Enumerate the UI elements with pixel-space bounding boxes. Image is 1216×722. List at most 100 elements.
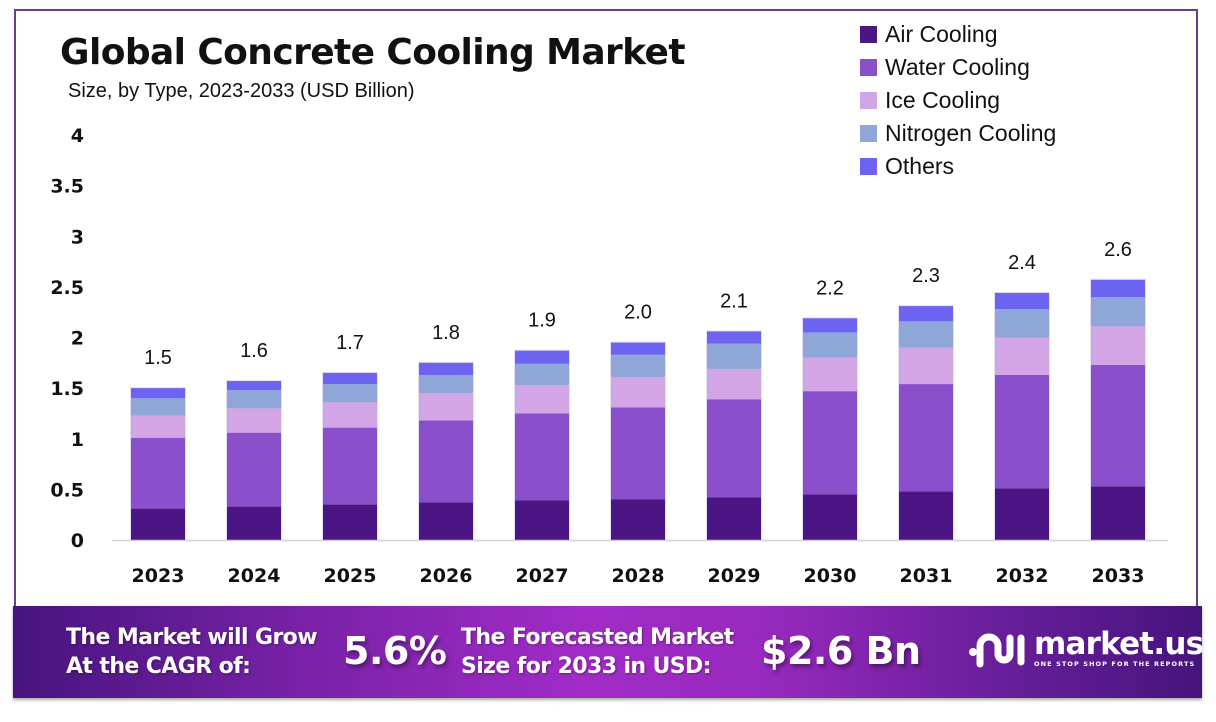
total-data-label: 1.9 (528, 310, 556, 332)
bar-segment-nitrogen-cooling (995, 309, 1049, 338)
bar-segment-air-cooling (131, 508, 185, 540)
legend-label: Water Cooling (885, 54, 1030, 80)
bar-segment-air-cooling (1091, 486, 1145, 540)
market-us-logo: market.us ONE STOP SHOP FOR THE REPORTS (968, 626, 1204, 670)
bar-segment-ice-cooling (611, 376, 665, 408)
cagr-value: 5.6% (343, 629, 447, 673)
legend-swatch-water-cooling (860, 59, 877, 76)
bar-segment-water-cooling (707, 399, 761, 498)
bars (130, 278, 1146, 540)
summary-banner: The Market will Grow At the CAGR of: 5.6… (13, 606, 1204, 698)
bar-segment-ice-cooling (227, 408, 281, 433)
y-tick-label: 1 (71, 429, 84, 451)
bar-segment-nitrogen-cooling (899, 321, 953, 348)
bar-segment-others (515, 350, 569, 364)
bar-segment-others (803, 318, 857, 333)
bar-segment-others (899, 306, 953, 322)
y-tick-label: 4 (71, 125, 84, 147)
bar-segment-others (707, 331, 761, 344)
logo-name: market.us (1034, 626, 1204, 662)
bar-segment-nitrogen-cooling (227, 390, 281, 409)
bar-segment-air-cooling (707, 497, 761, 540)
bar-segment-ice-cooling (323, 402, 377, 428)
y-tick-label: 0.5 (50, 479, 84, 501)
legend-swatch-nitrogen-cooling (860, 125, 877, 142)
bar-segment-others (419, 362, 473, 375)
bar-stack-2025 (322, 371, 378, 540)
logo-tagline: ONE STOP SHOP FOR THE REPORTS (1034, 660, 1196, 668)
forecast-value: $2.6 Bn (761, 629, 921, 673)
legend-item-air-cooling: Air Cooling (860, 18, 1056, 51)
total-data-label: 1.6 (240, 340, 268, 362)
cagr-caption-line1: The Market will Grow (66, 625, 318, 650)
total-data-label: 2.6 (1104, 239, 1132, 261)
legend-label: Nitrogen Cooling (885, 120, 1057, 146)
legend-label: Ice Cooling (885, 87, 1001, 113)
legend-swatch-ice-cooling (860, 92, 877, 109)
legend-item-others: Others (860, 150, 1056, 183)
bar-segment-air-cooling (611, 499, 665, 540)
y-axis: 0 0.5 1 1.5 2 2.5 3 3.5 4 (50, 125, 84, 552)
bar-stack-2031 (898, 305, 954, 540)
cagr-caption: The Market will Grow At the CAGR of: (66, 623, 318, 681)
bar-segment-others (323, 372, 377, 385)
y-tick-label: 3.5 (50, 176, 84, 198)
bar-segment-others (131, 388, 185, 399)
bar-segment-ice-cooling (995, 337, 1049, 375)
y-tick-label: 2 (71, 328, 84, 350)
chart-title: Global Concrete Cooling Market (60, 32, 686, 73)
bar-segment-others (227, 381, 281, 391)
bar-segment-nitrogen-cooling (707, 343, 761, 369)
bar-segment-ice-cooling (803, 357, 857, 392)
legend: Air Cooling Water Cooling Ice Cooling Ni… (860, 18, 1056, 183)
bar-segment-water-cooling (323, 427, 377, 505)
bar-segment-ice-cooling (899, 347, 953, 385)
forecast-caption-line2: Size for 2033 in USD: (461, 654, 711, 679)
bar-stack-2027 (514, 349, 570, 540)
bar-segment-nitrogen-cooling (1091, 297, 1145, 327)
total-data-label: 2.4 (1008, 252, 1036, 274)
x-tick-label: 2032 (996, 565, 1049, 587)
total-data-label: 2.2 (816, 277, 844, 299)
legend-swatch-air-cooling (860, 26, 877, 43)
bar-segment-nitrogen-cooling (323, 384, 377, 403)
total-data-label: 1.5 (144, 347, 172, 369)
total-data-label: 1.7 (336, 332, 364, 354)
bar-segment-water-cooling (131, 437, 185, 509)
bar-segment-water-cooling (1091, 364, 1145, 487)
x-tick-label: 2023 (132, 565, 185, 587)
x-tick-label: 2029 (708, 565, 761, 587)
total-data-label: 2.0 (624, 302, 652, 324)
bar-segment-nitrogen-cooling (515, 363, 569, 386)
bar-segment-air-cooling (899, 491, 953, 540)
x-tick-label: 2026 (420, 565, 473, 587)
total-data-label: 2.1 (720, 290, 748, 312)
bar-stack-2024 (226, 380, 282, 540)
bar-segment-water-cooling (419, 420, 473, 503)
bar-segment-water-cooling (227, 432, 281, 507)
legend-label: Others (885, 153, 955, 179)
bar-segment-others (611, 342, 665, 355)
chart-subtitle: Size, by Type, 2023-2033 (USD Billion) (68, 80, 415, 102)
bar-stack-2030 (802, 317, 858, 540)
bar-segment-air-cooling (227, 506, 281, 540)
bar-segment-air-cooling (323, 504, 377, 540)
legend-item-nitrogen-cooling: Nitrogen Cooling (860, 117, 1056, 150)
bar-segment-air-cooling (803, 494, 857, 540)
x-tick-label: 2024 (228, 565, 281, 587)
bar-segment-ice-cooling (515, 385, 569, 414)
y-tick-label: 3 (71, 226, 84, 248)
forecast-caption-line1: The Forecasted Market (461, 625, 734, 650)
bar-segment-nitrogen-cooling (611, 354, 665, 377)
x-tick-label: 2025 (324, 565, 377, 587)
bar-segment-air-cooling (419, 502, 473, 540)
bar-segment-air-cooling (995, 488, 1049, 540)
legend-item-water-cooling: Water Cooling (860, 51, 1056, 84)
bar-segment-nitrogen-cooling (131, 398, 185, 416)
bar-segment-air-cooling (515, 500, 569, 540)
bar-segment-ice-cooling (1091, 326, 1145, 365)
bar-stack-2023 (130, 387, 186, 540)
x-tick-label: 2028 (612, 565, 665, 587)
bar-stack-2032 (994, 291, 1050, 540)
y-tick-label: 1.5 (50, 378, 84, 400)
